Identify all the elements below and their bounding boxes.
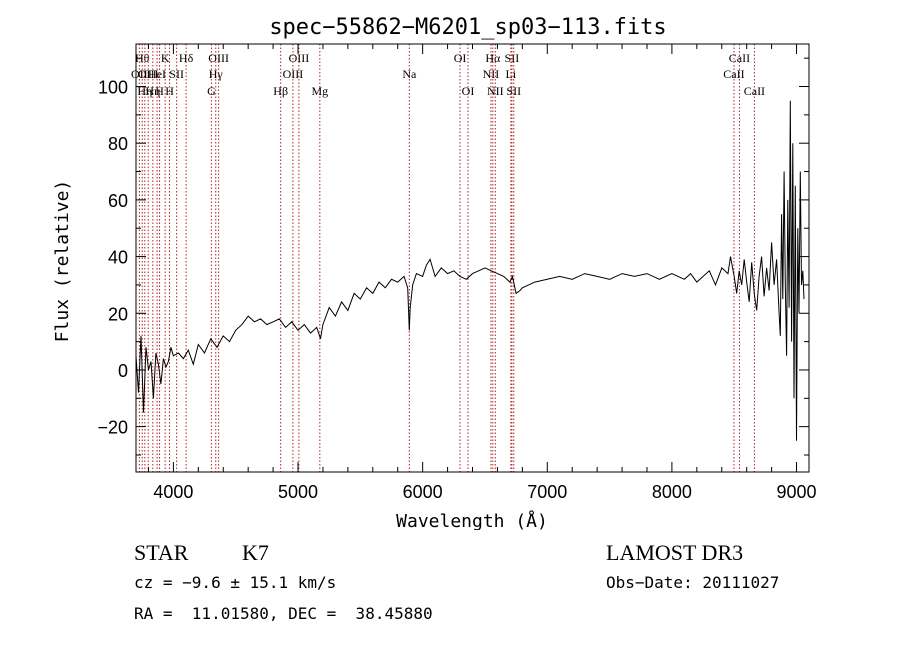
x-axis-label: Wavelength (Å) xyxy=(396,510,548,530)
plot-frame xyxy=(135,43,810,473)
observation-date: Obs−Date: 20111027 xyxy=(606,573,780,592)
survey-name: LAMOST DR3 xyxy=(606,540,744,565)
marker-label: Li xyxy=(506,67,517,81)
y-axis-ticks: −20 0 20 40 60 80 100 xyxy=(97,57,809,456)
marker-label: H xyxy=(155,84,164,98)
spectral-subclass: K7 xyxy=(242,540,269,565)
marker-label: NII xyxy=(483,67,500,81)
marker-label: SII xyxy=(169,67,184,81)
marker-label: OI xyxy=(462,84,475,98)
x-tick-label: 8000 xyxy=(652,482,692,502)
marker-label: SII xyxy=(506,84,521,98)
marker-label: Hδ xyxy=(179,51,194,65)
marker-label: Hθ xyxy=(135,51,150,65)
x-tick-label: 5000 xyxy=(278,482,318,502)
y-tick-label: 20 xyxy=(108,304,128,324)
x-tick-label: 9000 xyxy=(777,482,817,502)
y-tick-label: 100 xyxy=(98,78,128,98)
marker-label: HeI xyxy=(148,67,166,81)
y-tick-label: 80 xyxy=(108,134,128,154)
marker-label: Mg xyxy=(311,84,328,98)
marker-label: G xyxy=(207,84,216,98)
marker-label: OIII xyxy=(208,51,229,65)
x-tick-label: 7000 xyxy=(527,482,567,502)
marker-label: CaII xyxy=(723,67,744,81)
x-axis-ticks: 4000 5000 6000 7000 8000 9000 xyxy=(147,44,817,502)
marker-label: K xyxy=(161,51,170,65)
marker-label: Na xyxy=(402,67,417,81)
marker-label: NII xyxy=(487,84,504,98)
marker-label: CaII xyxy=(744,84,765,98)
marker-label: OIII xyxy=(289,51,310,65)
y-tick-label: −20 xyxy=(97,418,128,438)
y-axis-label: Flux (relative) xyxy=(52,180,73,343)
x-tick-label: 6000 xyxy=(403,482,443,502)
marker-label: SII xyxy=(505,51,520,65)
x-tick-label: 4000 xyxy=(153,482,193,502)
spectrum-chart: spec−55862−M6201_sp03−113.fits OIIHθHηOI… xyxy=(52,15,817,530)
y-tick-label: 60 xyxy=(108,191,128,211)
redshift-cz: cz = −9.6 ± 15.1 km/s xyxy=(134,573,337,592)
flux-series-line xyxy=(135,100,805,441)
marker-label: OII xyxy=(131,67,148,81)
marker-label: Hα xyxy=(485,51,501,65)
y-tick-label: 0 xyxy=(118,361,128,381)
marker-label: Hβ xyxy=(273,84,288,98)
marker-label: Hγ xyxy=(209,67,224,81)
object-class: STAR xyxy=(134,540,189,565)
marker-label: OIII xyxy=(283,67,304,81)
marker-label: H xyxy=(165,84,174,98)
marker-label: OIII xyxy=(138,67,159,81)
chart-title: spec−55862−M6201_sp03−113.fits xyxy=(269,15,666,40)
marker-label: CaII xyxy=(729,51,750,65)
marker-label: OI xyxy=(454,51,467,65)
coordinates: RA = 11.01580, DEC = 38.45880 xyxy=(134,604,433,623)
line-markers: OIIHθHηOIIIHηHeIHKHSIIHδGHγOIIIHβOIIIOII… xyxy=(131,44,765,472)
y-tick-label: 40 xyxy=(108,248,128,268)
